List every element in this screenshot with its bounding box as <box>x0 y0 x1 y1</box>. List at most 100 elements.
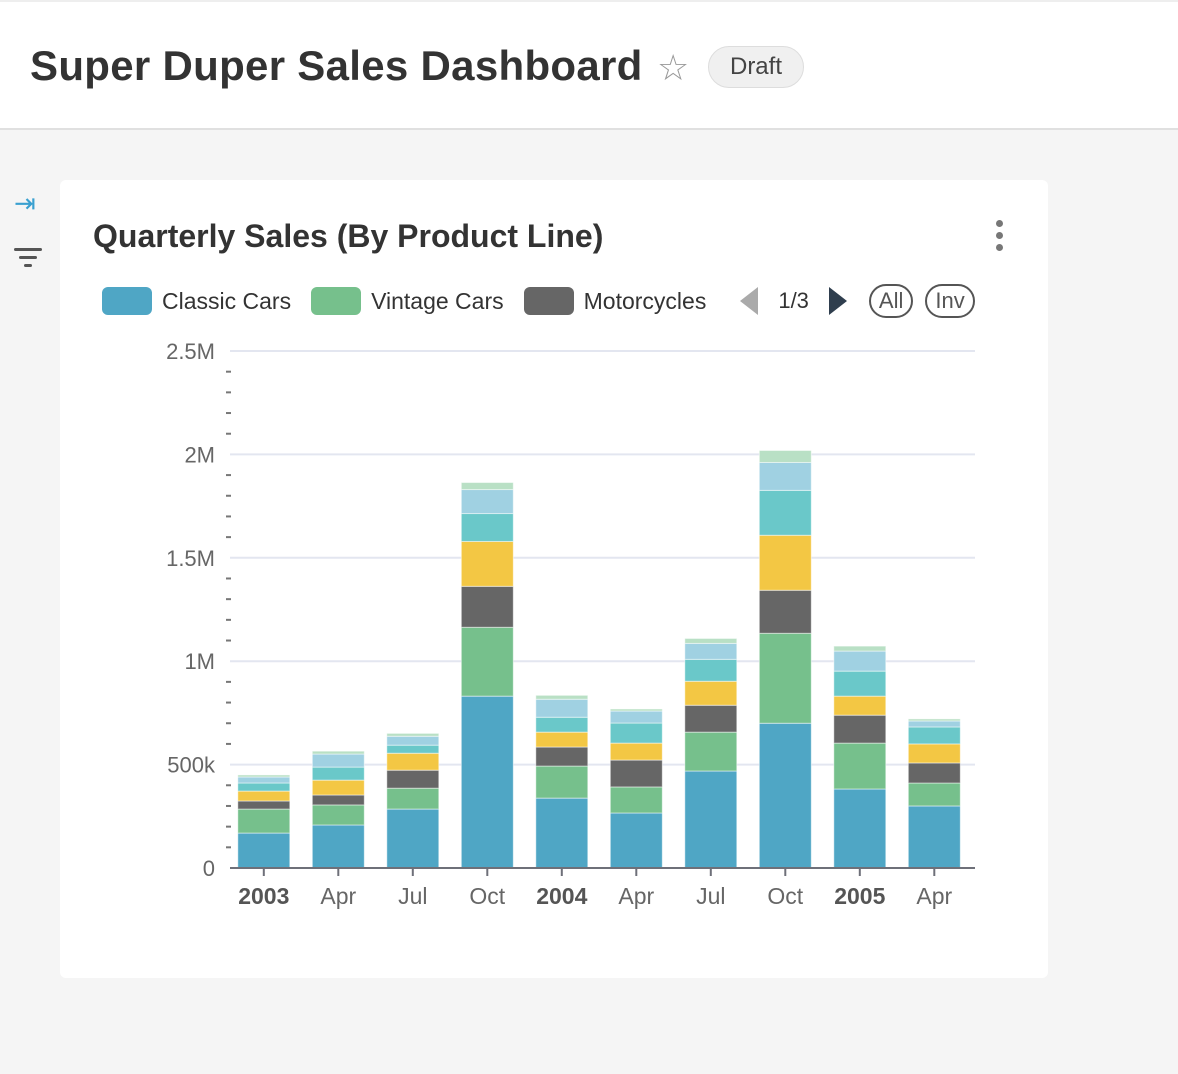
chart-title: Quarterly Sales (By Product Line) <box>93 218 604 254</box>
bar-segment <box>460 540 514 587</box>
bar-segment <box>758 632 812 724</box>
star-icon[interactable]: ☆ <box>657 47 690 88</box>
legend-pager: 1/3 All Inv <box>738 284 975 318</box>
y-tick-label: 1.5M <box>166 546 215 571</box>
bar-segment <box>609 742 663 761</box>
bar-segment <box>609 708 663 712</box>
bar-segment <box>535 746 589 767</box>
bar-segment <box>237 832 291 869</box>
bar-segment <box>311 779 365 796</box>
bar-segment <box>237 782 291 792</box>
bar-segment <box>758 722 812 869</box>
bar-segment <box>907 762 961 784</box>
bar-segment <box>684 637 738 644</box>
bar-segment <box>833 788 887 869</box>
bar-segment <box>237 800 291 810</box>
legend-item-classic-cars[interactable]: Classic Cars <box>102 287 291 315</box>
x-tick-label: 2004 <box>536 883 587 909</box>
bar-segment <box>684 658 738 682</box>
bar-segment <box>684 680 738 706</box>
legend-label: Motorcycles <box>583 287 707 314</box>
legend-label: Classic Cars <box>162 287 292 314</box>
bar-segment <box>758 589 812 634</box>
bar-segment <box>386 744 440 754</box>
bar-segment <box>386 732 440 737</box>
bar-segment <box>758 449 812 463</box>
x-tick-label: 2005 <box>834 883 885 909</box>
page-title: Super Duper Sales Dashboard <box>30 42 643 89</box>
bar-segment <box>460 585 514 628</box>
bar-segment <box>460 695 514 869</box>
bar-segment <box>907 782 961 807</box>
y-tick-label: 1M <box>184 649 215 674</box>
bar-segment <box>311 794 365 806</box>
bar-segment <box>535 765 589 799</box>
bar-segment <box>535 694 589 700</box>
bar-segment <box>684 731 738 772</box>
bar-segment <box>460 489 514 515</box>
x-tick-label: 2003 <box>238 883 289 909</box>
bar-segment <box>237 808 291 834</box>
bar-segment <box>460 626 514 697</box>
bar-segment <box>833 650 887 672</box>
invert-selection-button[interactable]: Inv <box>925 284 975 318</box>
bar-segment <box>907 720 961 728</box>
bar-segment <box>907 726 961 745</box>
bar-segment <box>237 790 291 802</box>
x-tick-label: Oct <box>469 883 505 909</box>
legend: Classic Cars Vintage Cars Motorcycles 1/… <box>102 283 975 319</box>
y-tick-label: 2M <box>184 442 215 467</box>
bar-segment <box>386 735 440 746</box>
bar-segment <box>386 787 440 810</box>
bar-segment <box>460 513 514 542</box>
x-tick-label: Jul <box>398 883 427 909</box>
bar-segment <box>535 797 589 869</box>
x-tick-label: Apr <box>618 883 654 909</box>
bar-segment <box>833 714 887 744</box>
bar-segment <box>311 766 365 781</box>
bar-segment <box>386 808 440 869</box>
select-all-button[interactable]: All <box>868 284 914 318</box>
bar-segment <box>311 753 365 768</box>
y-tick-label: 0 <box>203 856 215 881</box>
bar-segment <box>535 731 589 748</box>
legend-page: 1/3 <box>778 288 809 313</box>
next-page-icon[interactable] <box>827 286 849 316</box>
bar-segment <box>311 750 365 755</box>
y-tick-label: 2.5M <box>166 339 215 364</box>
bar-segment <box>907 743 961 764</box>
expand-sidebar-icon[interactable]: ⇥ <box>14 188 36 218</box>
bar-segment <box>311 824 365 869</box>
bar-segment <box>237 774 291 778</box>
bar-segment <box>758 489 812 536</box>
legend-item-motorcycles[interactable]: Motorcycles <box>523 287 707 315</box>
bar-segment <box>535 698 589 718</box>
legend-label: Vintage Cars <box>371 287 504 314</box>
x-tick-label: Apr <box>916 883 952 909</box>
bar-segment <box>460 482 514 491</box>
bar-segment <box>609 710 663 724</box>
bar-segment <box>386 752 440 771</box>
more-options-icon[interactable] <box>996 220 1006 256</box>
x-tick-label: Oct <box>767 883 803 909</box>
prev-page-icon[interactable] <box>738 286 760 316</box>
filter-icon[interactable] <box>14 246 42 279</box>
bar-segment <box>609 759 663 788</box>
bar-segment <box>833 695 887 716</box>
legend-item-vintage-cars[interactable]: Vintage Cars <box>311 287 504 315</box>
bar-segment <box>684 642 738 660</box>
bar-segment <box>684 704 738 733</box>
bar-segment <box>758 461 812 491</box>
x-tick-label: Jul <box>696 883 725 909</box>
bar-segment <box>833 670 887 697</box>
bar-segment <box>907 805 961 869</box>
bar-segment <box>609 812 663 869</box>
bar-segment <box>907 718 961 722</box>
bar-segment <box>386 769 440 789</box>
bar-segment <box>833 645 887 652</box>
dashboard-header: Super Duper Sales Dashboard ☆ Draft <box>0 0 1178 130</box>
y-tick-label: 500k <box>167 753 216 778</box>
bar-segment <box>684 770 738 869</box>
bar-segment <box>609 786 663 814</box>
